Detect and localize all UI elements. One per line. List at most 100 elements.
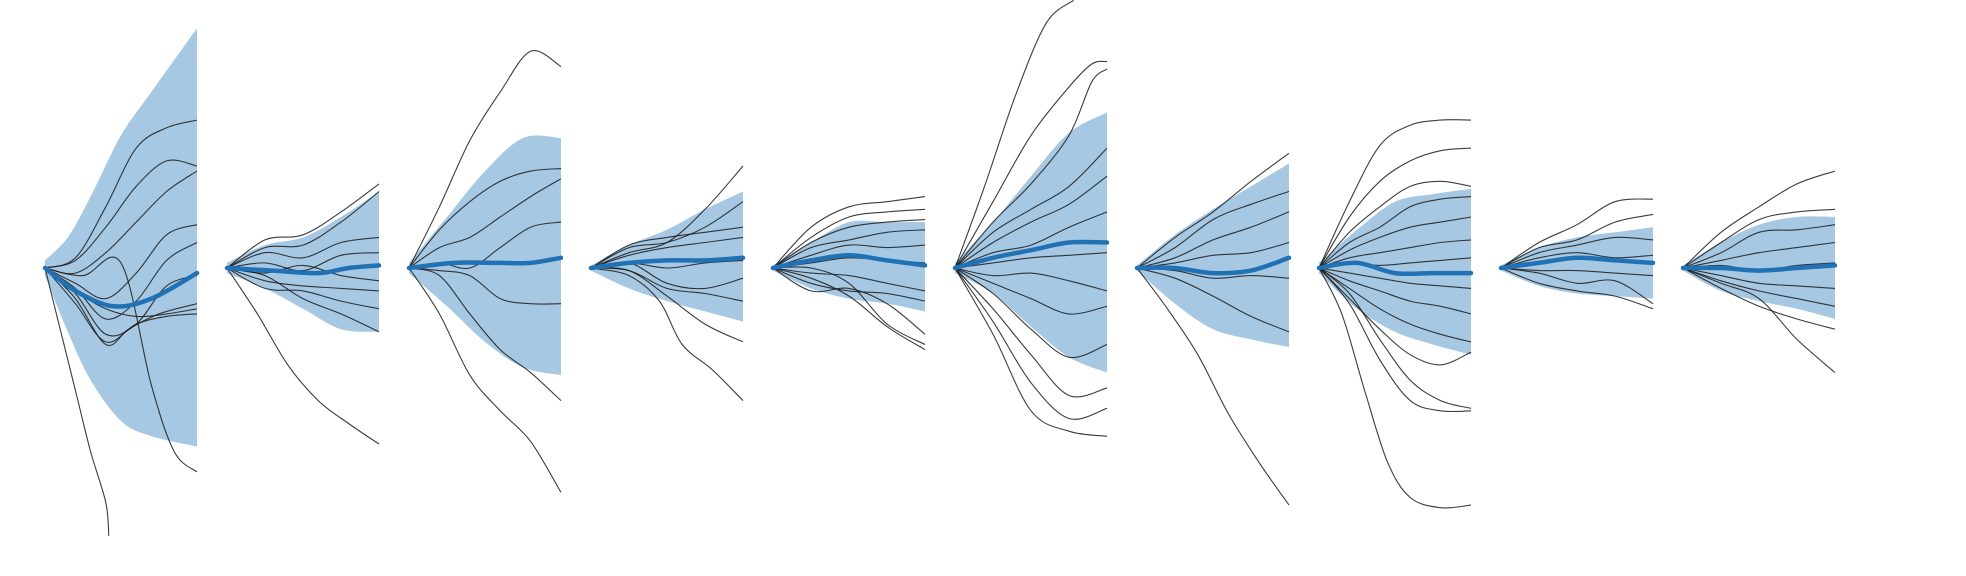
panels-group <box>42 0 1838 536</box>
mean-line <box>42 265 200 309</box>
uncertainty-band <box>591 191 743 322</box>
trajectory-line <box>1500 198 1654 269</box>
panel-9 <box>1498 198 1656 310</box>
trajectory-line <box>226 191 380 269</box>
trajectory-line <box>1682 224 1836 269</box>
trajectory-line <box>1318 180 1472 269</box>
panel-8 <box>1316 119 1474 509</box>
trajectory-line <box>1136 241 1290 269</box>
trajectory-line <box>44 119 198 269</box>
trajectory-line <box>1682 267 1836 330</box>
trajectory-line <box>1500 236 1654 269</box>
trajectory-line <box>226 267 380 310</box>
trajectory-line <box>772 208 926 269</box>
trajectory-line <box>44 267 110 536</box>
panel-2 <box>224 183 382 445</box>
trajectory-line <box>1500 267 1654 310</box>
trajectory-line <box>1682 208 1836 269</box>
uncertainty-band <box>955 112 1107 373</box>
mean-line <box>770 253 928 271</box>
panel-7 <box>1134 152 1292 506</box>
uncertainty-band <box>773 220 925 312</box>
trajectory-line <box>226 267 380 292</box>
panel-1 <box>42 28 200 536</box>
trajectory-line <box>408 50 562 269</box>
trajectory-line <box>44 242 198 320</box>
trajectory-line <box>1136 267 1290 506</box>
trajectory-line <box>1318 239 1472 269</box>
mean-line <box>952 239 1110 271</box>
mean-line <box>1680 263 1838 273</box>
trajectory-line <box>954 267 1108 359</box>
trajectory-line <box>772 267 926 351</box>
trajectory-line <box>1500 267 1654 305</box>
trajectory-line <box>590 201 744 269</box>
mean-line <box>588 255 746 271</box>
trajectory-line <box>1500 267 1654 277</box>
panel-10 <box>1680 170 1838 374</box>
trajectory-line <box>408 168 562 269</box>
panel-3 <box>406 50 564 493</box>
uncertainty-band <box>1683 216 1835 319</box>
mean-line <box>1316 260 1474 277</box>
uncertainty-band <box>409 135 561 376</box>
trajectory-line <box>1318 216 1472 269</box>
trajectory-line <box>590 236 744 269</box>
trajectory-line <box>1500 252 1654 269</box>
trajectory-line <box>1318 119 1472 269</box>
trajectory-line <box>1682 267 1836 374</box>
trajectory-line <box>44 267 198 347</box>
trajectory-line <box>954 267 1108 437</box>
trajectory-line <box>954 267 1108 420</box>
trajectory-line <box>954 267 1108 398</box>
trajectory-line <box>1318 267 1472 343</box>
trajectory-line <box>1318 147 1472 269</box>
trajectory-line <box>1682 267 1836 307</box>
trajectory-line <box>954 147 1108 269</box>
mean-line <box>224 263 382 276</box>
trajectory-line <box>1318 267 1472 413</box>
trajectory-line <box>1318 267 1472 509</box>
trajectory-line <box>772 267 926 302</box>
panel-5 <box>770 196 928 351</box>
mean-line <box>1498 255 1656 271</box>
trajectory-line <box>1682 241 1836 269</box>
trajectory-line <box>408 267 562 402</box>
trajectory-line <box>226 267 380 333</box>
trajectory-line <box>1318 267 1472 366</box>
trajectory-line <box>772 219 926 269</box>
trajectory-line <box>954 267 1108 315</box>
trajectory-line <box>1682 267 1836 289</box>
trajectory-line <box>44 256 198 473</box>
trajectory-line <box>226 236 380 269</box>
trajectory-line <box>1318 267 1472 289</box>
trajectory-line <box>590 267 744 401</box>
trajectory-line <box>408 267 562 305</box>
trajectory-line <box>1136 152 1290 269</box>
mean-line <box>406 255 564 271</box>
trajectory-line <box>408 267 562 493</box>
panel-4 <box>588 165 746 401</box>
trajectory-line <box>1682 170 1836 269</box>
trajectory-line <box>226 183 380 269</box>
trajectory-line <box>44 159 198 269</box>
uncertainty-band <box>227 191 379 332</box>
trajectory-line <box>954 68 1108 269</box>
trajectory-line <box>954 0 1074 269</box>
trajectory-line <box>408 178 562 269</box>
trajectory-line <box>954 175 1108 269</box>
trajectory-line <box>772 266 926 345</box>
trajectory-line <box>1136 190 1290 269</box>
trajectory-line <box>1500 213 1654 269</box>
trajectory-line <box>772 267 926 292</box>
trajectory-line <box>1136 267 1290 333</box>
panel-6 <box>952 0 1110 437</box>
trajectory-line <box>772 244 926 269</box>
trajectory-line <box>44 224 198 300</box>
trajectory-line <box>44 170 198 275</box>
trajectory-line <box>590 267 744 343</box>
trajectory-line <box>954 60 1108 269</box>
trajectory-line <box>954 252 1108 269</box>
trajectory-line <box>226 267 380 445</box>
trajectory-line <box>44 267 198 343</box>
